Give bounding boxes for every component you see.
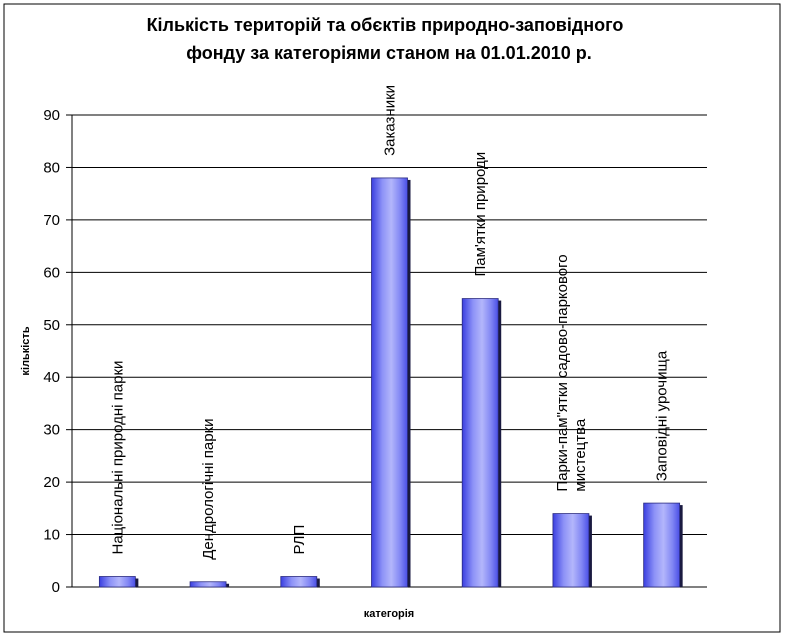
bar-label-line: Парки-пам"ятки садово-паркового (554, 254, 571, 491)
bar-label: Парки-пам"ятки садово-парковогомистецтва (554, 254, 589, 491)
x-axis-title: категорія (364, 608, 414, 620)
bar-label-line: Дендрологічні парки (200, 418, 217, 559)
bar (461, 298, 499, 588)
bar-label: РЛП (291, 525, 308, 555)
y-tick-label: 40 (43, 369, 60, 386)
bar (552, 513, 590, 588)
bar-label-line: Заповідні урочища (654, 350, 671, 481)
bar (371, 177, 408, 588)
bar-labels: Національні природні парки Дендрологічні … (109, 85, 670, 560)
y-tick-label: 80 (43, 159, 60, 176)
y-tick-label: 0 (52, 579, 60, 596)
y-axis-title: кількість (20, 326, 32, 375)
bar (280, 576, 318, 588)
chart-title-line-2: фонду за категоріями станом на 01.01.201… (186, 43, 592, 63)
bar-label-line: Заказники (382, 85, 399, 156)
y-tick-label: 30 (43, 422, 60, 439)
bar-label: Заповідні урочища (654, 350, 671, 481)
bar-label: Дендрологічні парки (200, 418, 217, 559)
bar-label-line: Пам'ятки природи (472, 152, 489, 277)
bar (98, 576, 136, 588)
bar-label-line: РЛП (291, 525, 308, 555)
y-tick-label: 90 (43, 107, 60, 124)
y-tick-label: 20 (43, 474, 60, 491)
chart-title-line-1: Кількість територій та обєктів природно-… (147, 15, 624, 35)
bar-label: Пам'ятки природи (472, 152, 489, 277)
bar-label: Заказники (382, 85, 399, 156)
y-axis-ticks: 0 10 20 30 40 50 60 70 80 90 (43, 107, 72, 596)
bars (98, 177, 683, 588)
y-tick-label: 10 (43, 527, 60, 544)
bar (643, 502, 681, 588)
bar-label-line: Національні природні парки (109, 361, 126, 555)
bar (189, 581, 227, 588)
gridlines (72, 114, 707, 588)
y-tick-label: 60 (43, 264, 60, 281)
bar-label: Національні природні парки (109, 361, 126, 555)
bar-label-line: мистецтва (572, 418, 589, 491)
y-tick-label: 70 (43, 212, 60, 229)
y-tick-label: 50 (43, 317, 60, 334)
